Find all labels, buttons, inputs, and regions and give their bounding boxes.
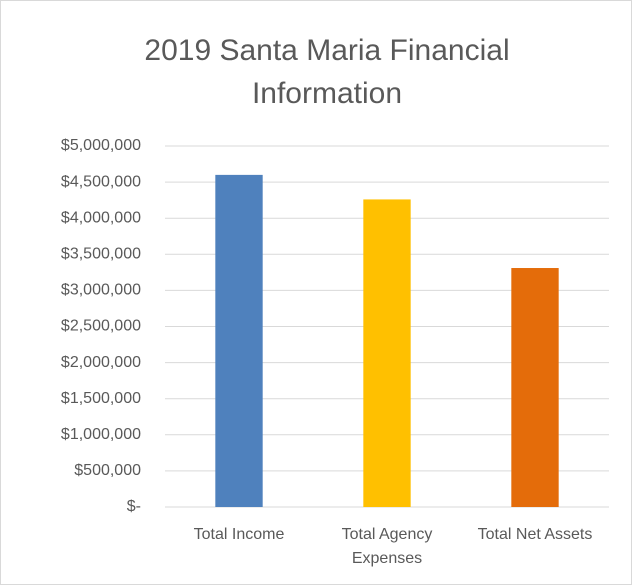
y-tick-label: $1,000,000 bbox=[61, 426, 141, 443]
x-tick-label: Total Income bbox=[193, 526, 285, 543]
x-tick-label: Total Net Assets bbox=[477, 526, 593, 543]
y-tick-label: $4,000,000 bbox=[61, 209, 141, 226]
y-tick-label: $500,000 bbox=[74, 462, 141, 479]
y-tick-label: $1,500,000 bbox=[61, 390, 141, 407]
bar bbox=[215, 174, 263, 507]
x-tick-label: Total Agency Expenses bbox=[341, 526, 433, 567]
y-tick-label: $2,500,000 bbox=[61, 318, 141, 335]
chart-title: 2019 Santa Maria Financial Information bbox=[144, 34, 510, 110]
y-tick-label: $5,000,000 bbox=[61, 137, 141, 154]
y-tick-label: $2,000,000 bbox=[61, 354, 141, 371]
y-tick-label: $- bbox=[127, 498, 141, 515]
y-tick-label: $4,500,000 bbox=[61, 173, 141, 190]
y-tick-label: $3,000,000 bbox=[61, 282, 141, 299]
y-tick-label: $3,500,000 bbox=[61, 246, 141, 263]
bar bbox=[363, 199, 411, 508]
bar bbox=[511, 268, 559, 507]
